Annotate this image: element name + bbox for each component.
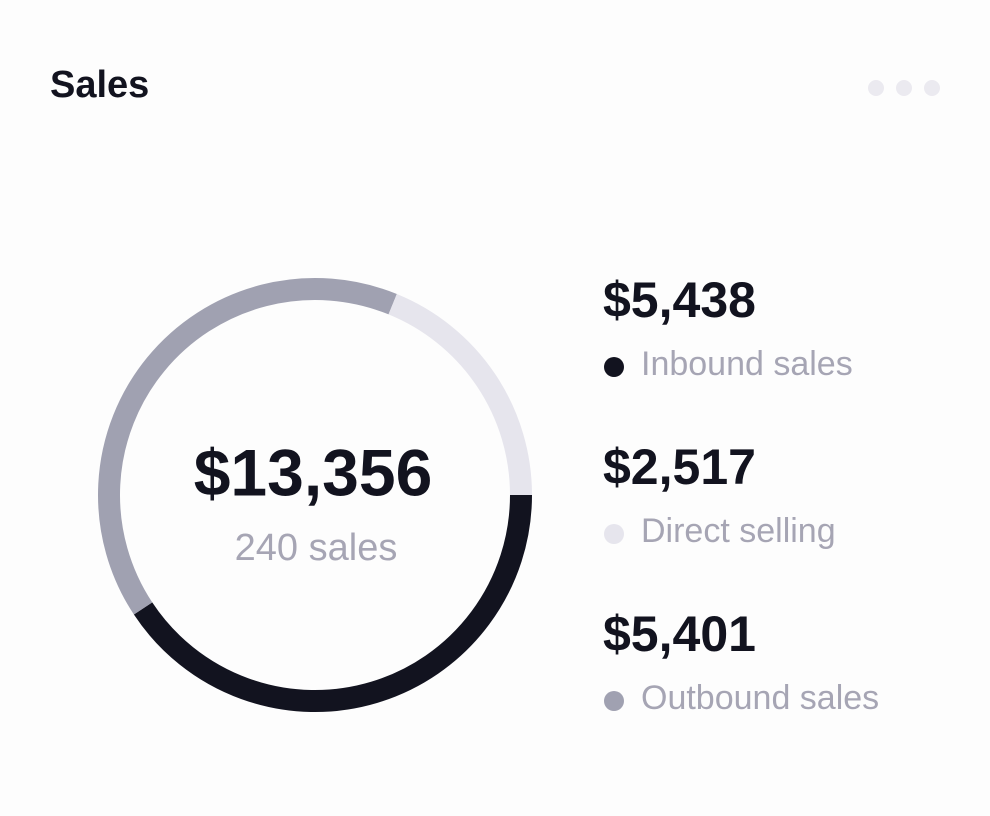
legend-label: Outbound sales bbox=[641, 679, 879, 717]
menu-dot[interactable] bbox=[868, 80, 884, 96]
donut-segment bbox=[388, 294, 532, 496]
legend-label: Inbound sales bbox=[641, 345, 853, 383]
legend-value: $5,438 bbox=[603, 272, 756, 328]
legend-value: $5,401 bbox=[603, 606, 756, 662]
menu-dot[interactable] bbox=[896, 80, 912, 96]
center-total: $13,356 bbox=[194, 435, 433, 509]
legend-swatch bbox=[604, 524, 624, 544]
legend-swatch bbox=[604, 357, 624, 377]
card-title: Sales bbox=[50, 64, 149, 106]
donut-segment bbox=[98, 278, 397, 615]
more-menu[interactable] bbox=[868, 80, 940, 96]
legend-value: $2,517 bbox=[603, 439, 756, 495]
menu-dot[interactable] bbox=[924, 80, 940, 96]
legend-label: Direct selling bbox=[641, 512, 836, 550]
donut-segment bbox=[133, 494, 532, 712]
center-subtitle: 240 sales bbox=[235, 527, 398, 569]
legend-swatch bbox=[604, 691, 624, 711]
